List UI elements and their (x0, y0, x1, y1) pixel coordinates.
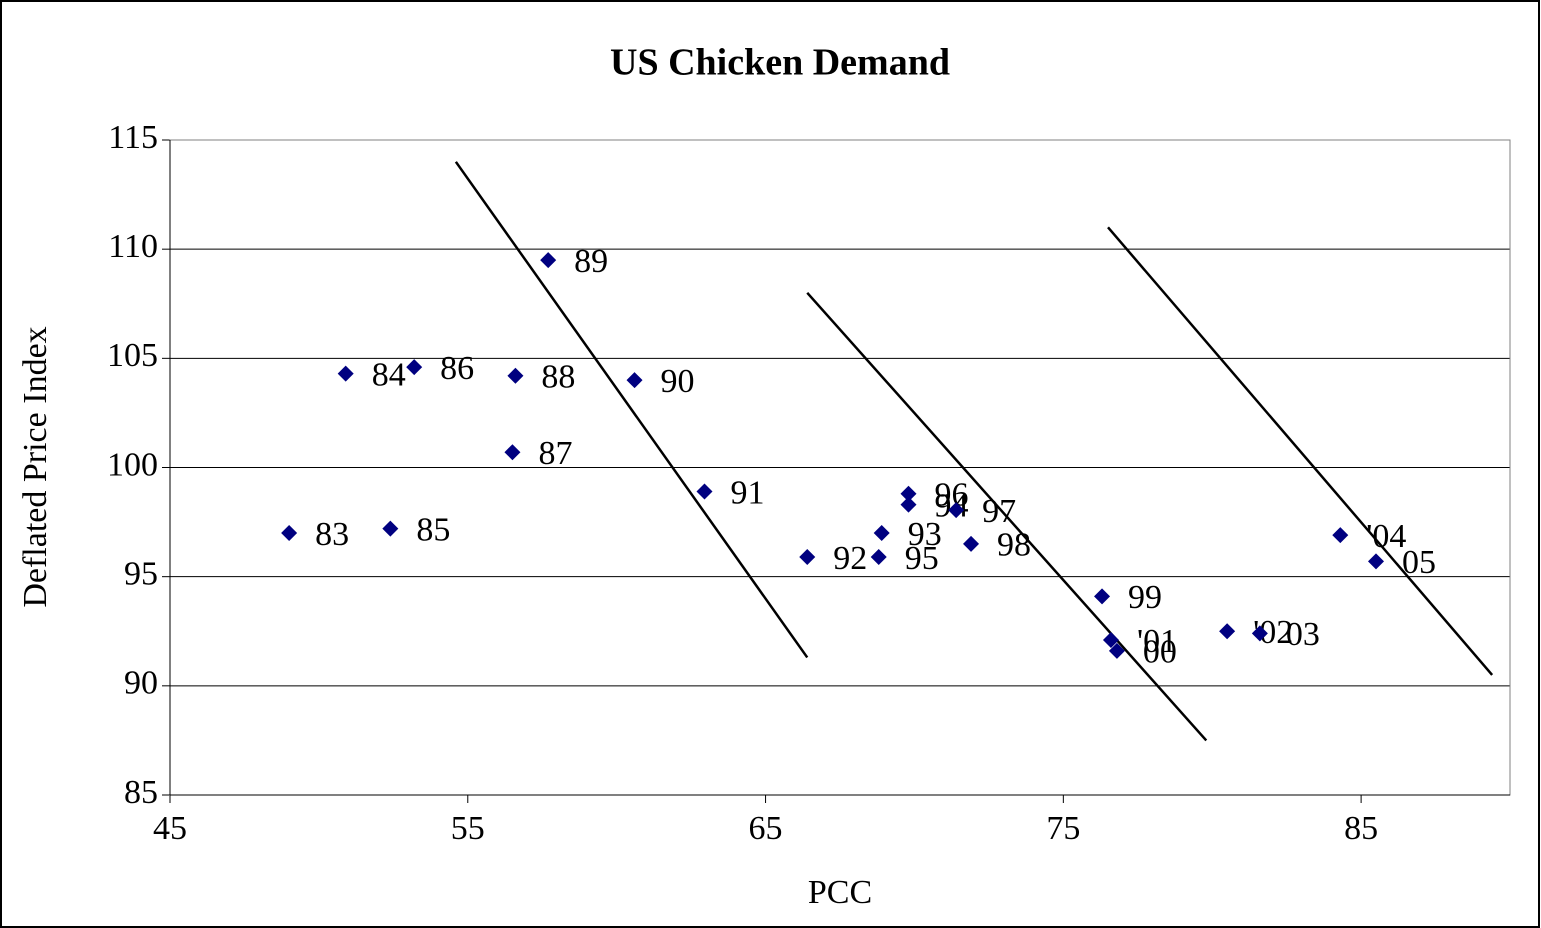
data-point (382, 520, 399, 537)
data-point (281, 525, 298, 541)
point-label: '04 (1366, 518, 1406, 555)
point-label: 95 (905, 540, 939, 577)
data-point (873, 525, 890, 541)
x-tick-label: 45 (153, 810, 187, 847)
trend-line (1107, 226, 1494, 676)
point-label: 91 (731, 474, 765, 511)
point-label: 85 (416, 511, 450, 548)
data-point (948, 502, 965, 519)
point-label: '01 (1137, 623, 1177, 660)
y-tick-label: 110 (108, 228, 158, 265)
data-point (963, 535, 980, 552)
data-point (900, 485, 917, 502)
data-point (696, 483, 713, 500)
point-label: 90 (661, 363, 695, 400)
x-axis-label: PCC (808, 874, 872, 911)
point-label: 00 (1143, 634, 1177, 671)
point-label: 86 (440, 350, 474, 387)
data-point (1094, 588, 1111, 605)
point-label: 99 (1128, 579, 1162, 616)
data-point (337, 365, 354, 382)
data-point (406, 359, 423, 376)
point-label: 88 (541, 359, 575, 396)
data-point (504, 444, 521, 461)
y-tick-label: 95 (124, 555, 158, 592)
point-label: 97 (982, 493, 1016, 530)
point-label: 89 (574, 243, 608, 280)
data-point (540, 252, 557, 269)
point-label: 92 (833, 540, 867, 577)
y-tick-label: 115 (108, 119, 158, 156)
data-point (626, 372, 643, 389)
trend-line (806, 292, 1208, 742)
y-axis-label: Deflated Price Index (17, 326, 54, 607)
data-point (900, 496, 917, 513)
data-point (1108, 642, 1125, 659)
data-point (1219, 623, 1236, 640)
chart-title: US Chicken Demand (610, 42, 950, 84)
trend-line (454, 161, 809, 659)
y-tick-label: 85 (124, 774, 158, 811)
x-tick-label: 75 (1046, 810, 1080, 847)
point-label: 03 (1286, 616, 1320, 653)
data-point (870, 549, 887, 566)
point-label: 98 (997, 527, 1031, 564)
data-point (799, 549, 816, 566)
x-tick-label: 55 (451, 810, 485, 847)
point-label: 93 (908, 516, 942, 553)
y-tick-label: 105 (107, 337, 158, 374)
point-label: 83 (315, 516, 349, 553)
x-tick-label: 85 (1344, 810, 1378, 847)
x-tick-label: 65 (749, 810, 783, 847)
y-tick-label: 90 (124, 665, 158, 702)
data-point (1368, 553, 1384, 570)
point-label: 94 (934, 487, 968, 524)
point-label: 84 (372, 356, 406, 393)
data-point (1251, 625, 1268, 642)
point-label: 87 (538, 435, 572, 472)
y-tick-label: 100 (107, 446, 158, 483)
data-point (1102, 631, 1119, 648)
data-point (507, 367, 524, 384)
point-label: 05 (1402, 544, 1436, 581)
data-point (1332, 527, 1349, 544)
